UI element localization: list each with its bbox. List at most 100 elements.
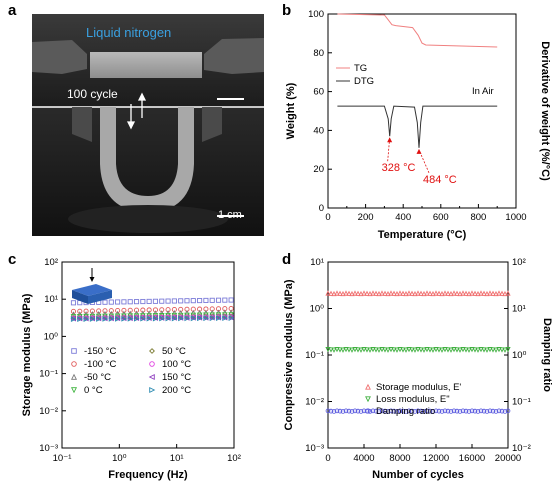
data-point bbox=[82, 315, 89, 322]
data-point bbox=[127, 315, 133, 322]
data-point bbox=[133, 299, 140, 305]
data-point bbox=[159, 298, 165, 304]
data-point bbox=[183, 315, 190, 321]
data-point bbox=[152, 315, 159, 322]
data-point bbox=[373, 408, 379, 414]
data-point bbox=[388, 290, 394, 296]
y-tick-label: 80 bbox=[313, 48, 324, 59]
legend-label: 0 °C bbox=[84, 385, 103, 396]
x-tick-label: 8000 bbox=[389, 453, 410, 464]
note-in-air: In Air bbox=[472, 86, 494, 97]
data-point bbox=[76, 315, 83, 322]
y-tick-label: 10⁰ bbox=[310, 304, 325, 315]
data-point bbox=[83, 316, 90, 322]
data-point bbox=[373, 290, 379, 296]
data-point bbox=[349, 409, 355, 414]
legend-marker bbox=[365, 408, 371, 414]
data-point bbox=[346, 347, 352, 353]
data-point bbox=[472, 290, 478, 296]
data-point bbox=[451, 347, 457, 353]
legend-marker bbox=[70, 373, 78, 380]
data-point bbox=[70, 315, 77, 322]
data-point bbox=[430, 290, 436, 297]
legend-label: TG bbox=[354, 63, 367, 74]
data-point bbox=[139, 315, 146, 322]
data-point bbox=[400, 290, 406, 296]
x-tick-label: 12000 bbox=[423, 453, 449, 464]
data-point bbox=[388, 408, 394, 414]
data-point bbox=[165, 298, 171, 304]
x-tick-label: 400 bbox=[395, 212, 411, 223]
data-point bbox=[454, 347, 460, 353]
data-point bbox=[448, 347, 454, 353]
data-point bbox=[424, 290, 430, 296]
data-point bbox=[331, 290, 337, 297]
data-point bbox=[496, 347, 502, 353]
legend-marker bbox=[365, 396, 371, 403]
data-point bbox=[481, 347, 487, 353]
data-point bbox=[442, 290, 448, 296]
plot-frame bbox=[327, 261, 509, 449]
data-point bbox=[478, 408, 484, 414]
data-point bbox=[120, 315, 127, 322]
data-point bbox=[352, 347, 358, 353]
data-point bbox=[152, 298, 159, 304]
data-point bbox=[445, 290, 451, 296]
data-point bbox=[358, 347, 364, 353]
data-point bbox=[388, 347, 394, 353]
data-point bbox=[409, 290, 415, 296]
data-point bbox=[463, 347, 469, 353]
data-point bbox=[215, 314, 222, 321]
data-point bbox=[343, 408, 349, 414]
data-point bbox=[358, 409, 364, 414]
data-point bbox=[343, 347, 349, 353]
data-point bbox=[222, 315, 228, 321]
data-point bbox=[83, 308, 89, 314]
data-point bbox=[391, 290, 397, 296]
y-axis-title: Weight (%) bbox=[285, 82, 297, 139]
data-point bbox=[77, 316, 83, 322]
y-tick-label: 10⁻³ bbox=[305, 443, 324, 454]
data-point bbox=[445, 408, 451, 414]
data-point bbox=[108, 299, 114, 305]
sample-top bbox=[72, 284, 112, 296]
panel-label-d: d bbox=[282, 251, 292, 268]
data-point bbox=[325, 290, 331, 296]
data-point bbox=[340, 290, 346, 297]
data-point bbox=[412, 409, 418, 414]
data-point bbox=[114, 315, 121, 322]
data-point bbox=[70, 316, 77, 323]
data-point bbox=[460, 347, 466, 353]
data-point bbox=[481, 290, 487, 296]
data-point bbox=[203, 297, 209, 303]
data-point bbox=[445, 347, 451, 353]
data-point bbox=[343, 290, 349, 296]
y-axis-title: Storage modulus (MPa) bbox=[21, 293, 33, 416]
data-point bbox=[202, 314, 209, 321]
data-point bbox=[209, 297, 215, 303]
data-point bbox=[382, 408, 388, 414]
y-tick-label: 10⁻³ bbox=[39, 443, 58, 454]
data-point bbox=[334, 347, 340, 353]
x-tick-label: 4000 bbox=[353, 453, 374, 464]
liquid-nitrogen-label: Liquid nitrogen bbox=[86, 25, 172, 40]
data-point bbox=[95, 315, 102, 322]
data-point bbox=[427, 408, 433, 414]
data-point bbox=[454, 290, 460, 296]
y2-tick-label: 10⁻¹ bbox=[512, 397, 531, 408]
data-point bbox=[364, 347, 370, 353]
data-point bbox=[400, 408, 406, 414]
data-point bbox=[481, 408, 487, 414]
data-point bbox=[421, 347, 427, 353]
data-point bbox=[397, 290, 403, 296]
data-point bbox=[158, 315, 165, 321]
data-point bbox=[334, 408, 340, 414]
data-point bbox=[89, 315, 95, 322]
data-point bbox=[505, 290, 511, 296]
data-point bbox=[376, 347, 382, 353]
data-point bbox=[466, 409, 472, 414]
data-point bbox=[334, 290, 340, 296]
data-point bbox=[502, 347, 508, 353]
data-point bbox=[484, 290, 490, 297]
data-point bbox=[178, 315, 184, 322]
